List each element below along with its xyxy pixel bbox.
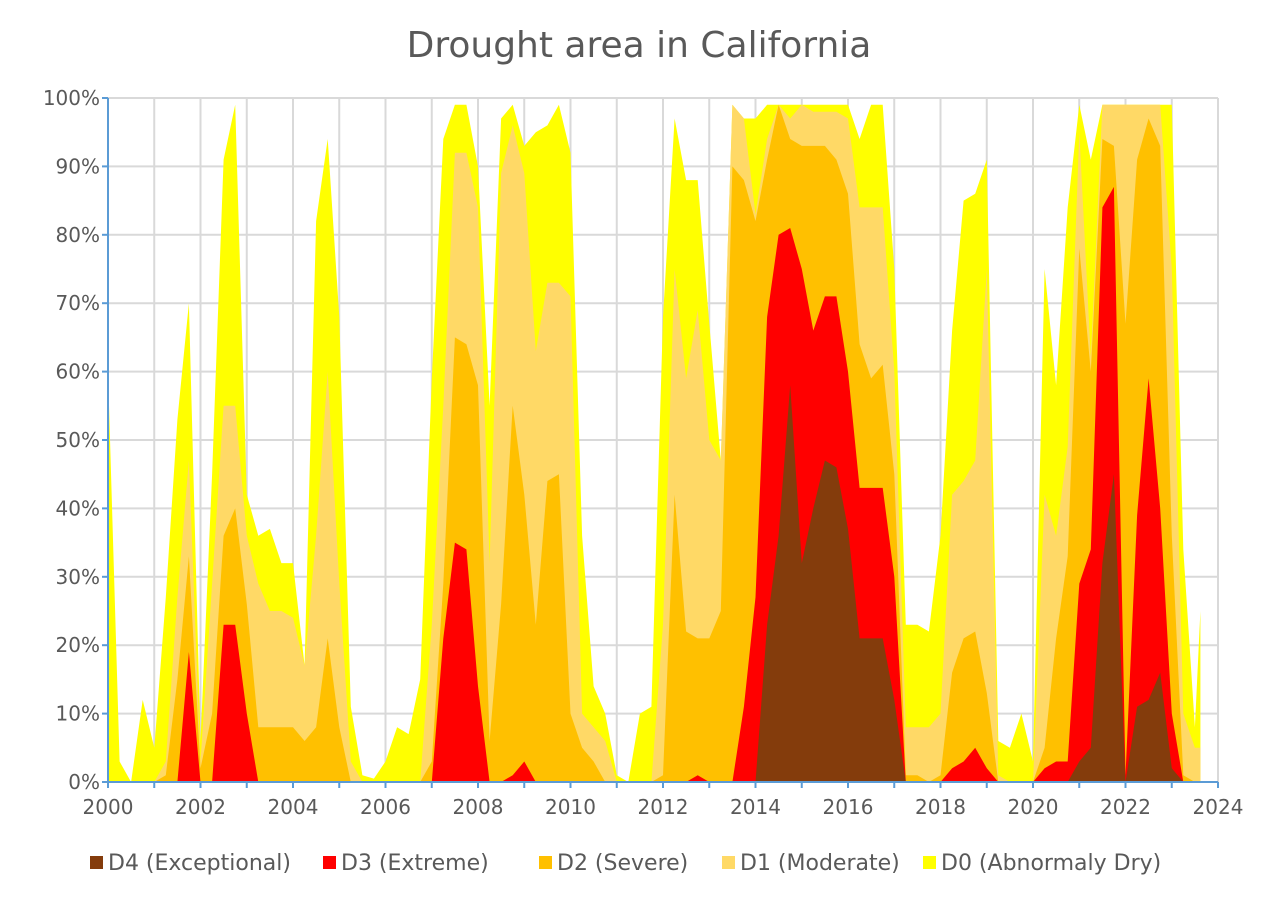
- area-d3: [108, 186, 1201, 782]
- x-tick-label: 2014: [730, 795, 781, 819]
- x-tick-label: 2016: [823, 795, 874, 819]
- legend-label: D4 (Exceptional): [108, 851, 291, 876]
- legend-item: D0 (Abnormaly Dry): [923, 851, 1161, 876]
- legend-swatch: [722, 856, 735, 869]
- y-tick-label: 80%: [56, 223, 100, 247]
- area-d4: [108, 385, 1201, 782]
- legend-label: D3 (Extreme): [341, 851, 489, 876]
- y-tick-label: 90%: [56, 154, 100, 178]
- axes: 0% 10% 20% 30% 40% 50% 60% 70% 80% 90% 100% 2000 200…: [43, 86, 1244, 819]
- y-tick-label: 40%: [56, 496, 100, 520]
- x-tick-label: 2006: [360, 795, 411, 819]
- y-tick-label: 20%: [56, 633, 100, 657]
- y-tick-label: 60%: [56, 360, 100, 384]
- legend-swatch: [90, 856, 103, 869]
- legend-swatch: [923, 856, 936, 869]
- x-tick-label: 2012: [638, 795, 689, 819]
- legend-item: D1 (Moderate): [722, 851, 900, 876]
- x-tick-label: 2024: [1193, 795, 1244, 819]
- plot-areas: [108, 104, 1201, 783]
- x-tick-label: 2010: [545, 795, 596, 819]
- legend-item: D3 (Extreme): [323, 851, 489, 876]
- x-tick-label: 2008: [453, 795, 504, 819]
- legend-swatch: [539, 856, 552, 869]
- y-tick-label: 100%: [43, 86, 100, 110]
- legend: D4 (Exceptional) D3 (Extreme) D2 (Severe) D…: [90, 851, 1161, 876]
- y-tick-label: 30%: [56, 565, 100, 589]
- legend-label: D0 (Abnormaly Dry): [941, 851, 1161, 876]
- x-tick-label: 2020: [1008, 795, 1059, 819]
- x-tick-label: 2002: [175, 795, 226, 819]
- x-tick-label: 2022: [1100, 795, 1151, 819]
- x-tick-label: 2004: [268, 795, 319, 819]
- y-tick-label: 50%: [56, 428, 100, 452]
- legend-label: D1 (Moderate): [740, 851, 900, 876]
- chart-title: Drought area in California: [407, 25, 872, 66]
- x-tick-label: 2000: [83, 795, 134, 819]
- legend-item: D4 (Exceptional): [90, 851, 291, 876]
- x-tick-label: 2018: [915, 795, 966, 819]
- y-tick-label: 70%: [56, 291, 100, 315]
- legend-item: D2 (Severe): [539, 851, 688, 876]
- y-tick-label: 0%: [68, 770, 100, 794]
- y-tick-label: 10%: [56, 702, 100, 726]
- legend-label: D2 (Severe): [557, 851, 688, 876]
- legend-swatch: [323, 856, 336, 869]
